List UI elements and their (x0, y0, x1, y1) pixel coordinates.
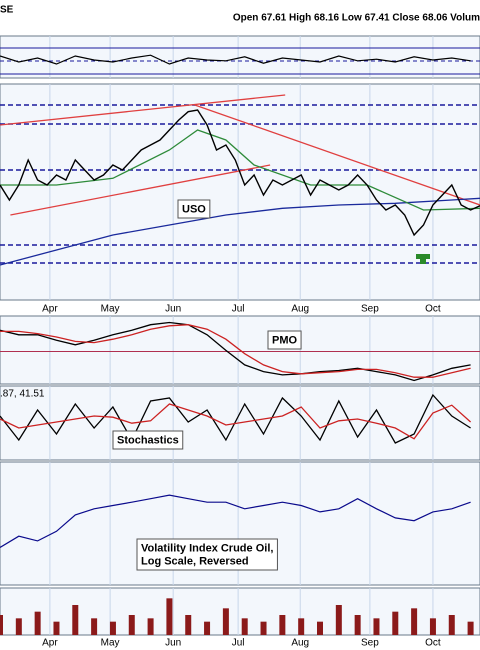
volume-bar (317, 621, 323, 635)
panel-label: Log Scale, Reversed (141, 555, 249, 567)
x-tick-label: Jun (165, 638, 181, 649)
volume-bar (411, 608, 418, 635)
symbol: SE (0, 5, 14, 16)
indicator-line (0, 393, 471, 444)
buy-arrow (416, 254, 430, 264)
x-tick-label: Jul (232, 304, 245, 315)
volume-bar (222, 608, 229, 635)
volume-bar (15, 618, 22, 635)
x-tick-label: Apr (42, 638, 58, 649)
volume-bar (279, 615, 286, 635)
price-line (0, 109, 480, 237)
trend-line (194, 104, 480, 206)
moving-average (0, 197, 480, 266)
panel (0, 587, 480, 636)
indicator-line (0, 321, 471, 382)
x-tick-label: Aug (291, 304, 309, 315)
volume-bar (147, 618, 154, 635)
x-tick-label: Jun (165, 304, 181, 315)
volume-bar (0, 615, 3, 635)
volume-bar (335, 605, 342, 635)
volume-bar (204, 621, 211, 635)
x-tick-label: Apr (42, 304, 58, 315)
x-tick-label: May (101, 304, 120, 315)
x-tick-label: Jul (232, 638, 245, 649)
volume-bar (241, 618, 248, 635)
volume-bar (72, 605, 79, 635)
trend-line (10, 164, 271, 216)
label-box (267, 330, 302, 350)
x-tick-label: Sep (361, 304, 379, 315)
indicator-line (0, 54, 471, 65)
volume-bar (260, 621, 267, 635)
indicator-line (0, 494, 471, 549)
volume-bar (91, 618, 98, 635)
volume-bar (53, 621, 60, 635)
x-tick-label: Oct (425, 304, 441, 315)
volume-bar (298, 618, 305, 635)
volume-bar (128, 615, 135, 635)
volume-bar (354, 615, 361, 635)
panel-label: PMO (272, 334, 298, 346)
indicator-values: .87, 41.51 (0, 389, 45, 400)
volume-bar (467, 621, 474, 635)
x-tick-label: Sep (361, 638, 379, 649)
label-box (112, 430, 184, 450)
volume-bar (166, 598, 173, 635)
x-tick-label: Aug (291, 638, 309, 649)
label-box (136, 538, 278, 571)
volume-bar (373, 618, 380, 635)
panel-label: USO (182, 203, 206, 215)
x-tick-label: Oct (425, 638, 441, 649)
panel-label: Stochastics (117, 434, 179, 446)
panel-label: Volatility Index Crude Oil, (141, 542, 273, 554)
trend-line (0, 94, 286, 126)
volume-bar (392, 611, 399, 635)
volume-bar (109, 621, 116, 635)
volume-bar (34, 611, 41, 635)
panel (0, 83, 480, 301)
indicator-line (0, 403, 472, 440)
ohlc-summary: Open 67.61 High 68.16 Low 67.41 Close 68… (233, 13, 480, 24)
x-tick-label: May (101, 638, 120, 649)
indicator-line (0, 324, 471, 378)
label-box (177, 199, 211, 219)
volume-bar (448, 615, 455, 635)
header-band (0, 0, 480, 30)
volume-bar (185, 615, 192, 635)
volume-bar (429, 618, 436, 635)
